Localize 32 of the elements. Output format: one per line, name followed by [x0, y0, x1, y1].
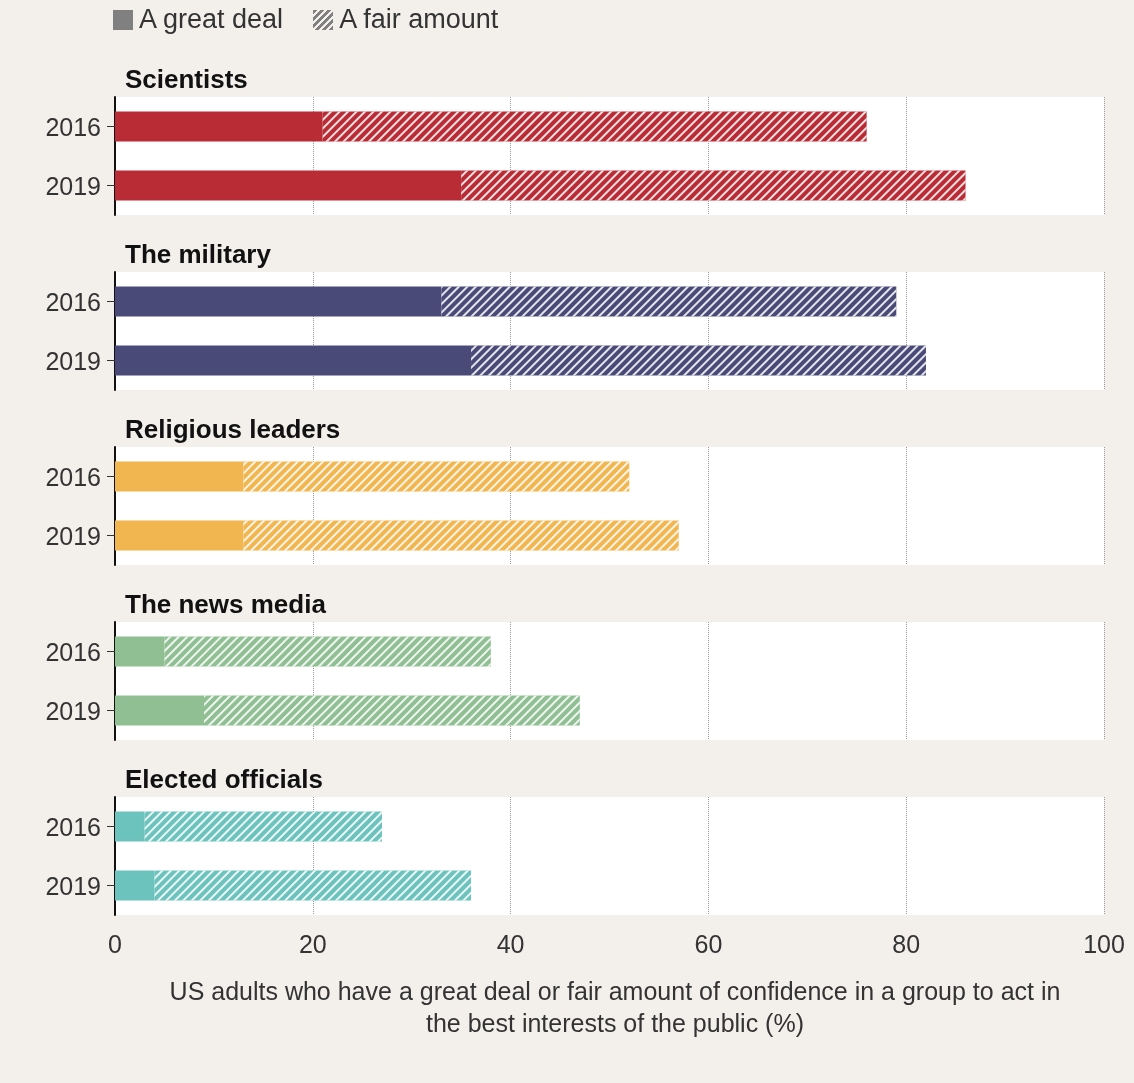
y-tick-label: 2019	[45, 696, 101, 725]
chart-title: Scientists	[125, 64, 248, 94]
y-tick-label: 2016	[45, 812, 101, 841]
chart-title: Religious leaders	[125, 414, 341, 444]
bar	[115, 636, 165, 667]
x-tick-label: 20	[298, 929, 327, 958]
y-tick-label: 2016	[45, 287, 101, 316]
legend-label: A fair amount	[339, 4, 499, 35]
x-tick-label: 0	[108, 929, 122, 958]
bar	[115, 345, 472, 376]
text: A great deal	[139, 4, 284, 35]
y-tick-label: 2019	[45, 171, 101, 200]
y-tick-label: 2019	[45, 521, 101, 550]
x-tick-label: 40	[496, 929, 525, 958]
x-tick-label: 60	[694, 929, 723, 958]
chart-title: The news media	[125, 589, 327, 619]
x-tick-label: 80	[892, 929, 921, 958]
x-axis-title: US adults who have a great deal or fair amount of confidence in a group to act in the best interests of the public (%)	[168, 976, 1062, 1039]
x-tick-label: 100	[1083, 929, 1125, 958]
bar	[115, 286, 442, 317]
bar	[115, 695, 205, 726]
bar	[115, 170, 462, 201]
y-tick-label: 2019	[45, 871, 101, 900]
y-tick-label: 2016	[45, 637, 101, 666]
bar	[115, 870, 155, 901]
y-tick-label: 2016	[45, 462, 101, 491]
bar	[115, 811, 145, 842]
bar	[115, 111, 323, 142]
chart-title: The military	[125, 239, 272, 269]
chart-title: Elected officials	[125, 764, 323, 794]
y-tick-label: 2019	[45, 346, 101, 375]
y-tick-label: 2016	[45, 112, 101, 141]
